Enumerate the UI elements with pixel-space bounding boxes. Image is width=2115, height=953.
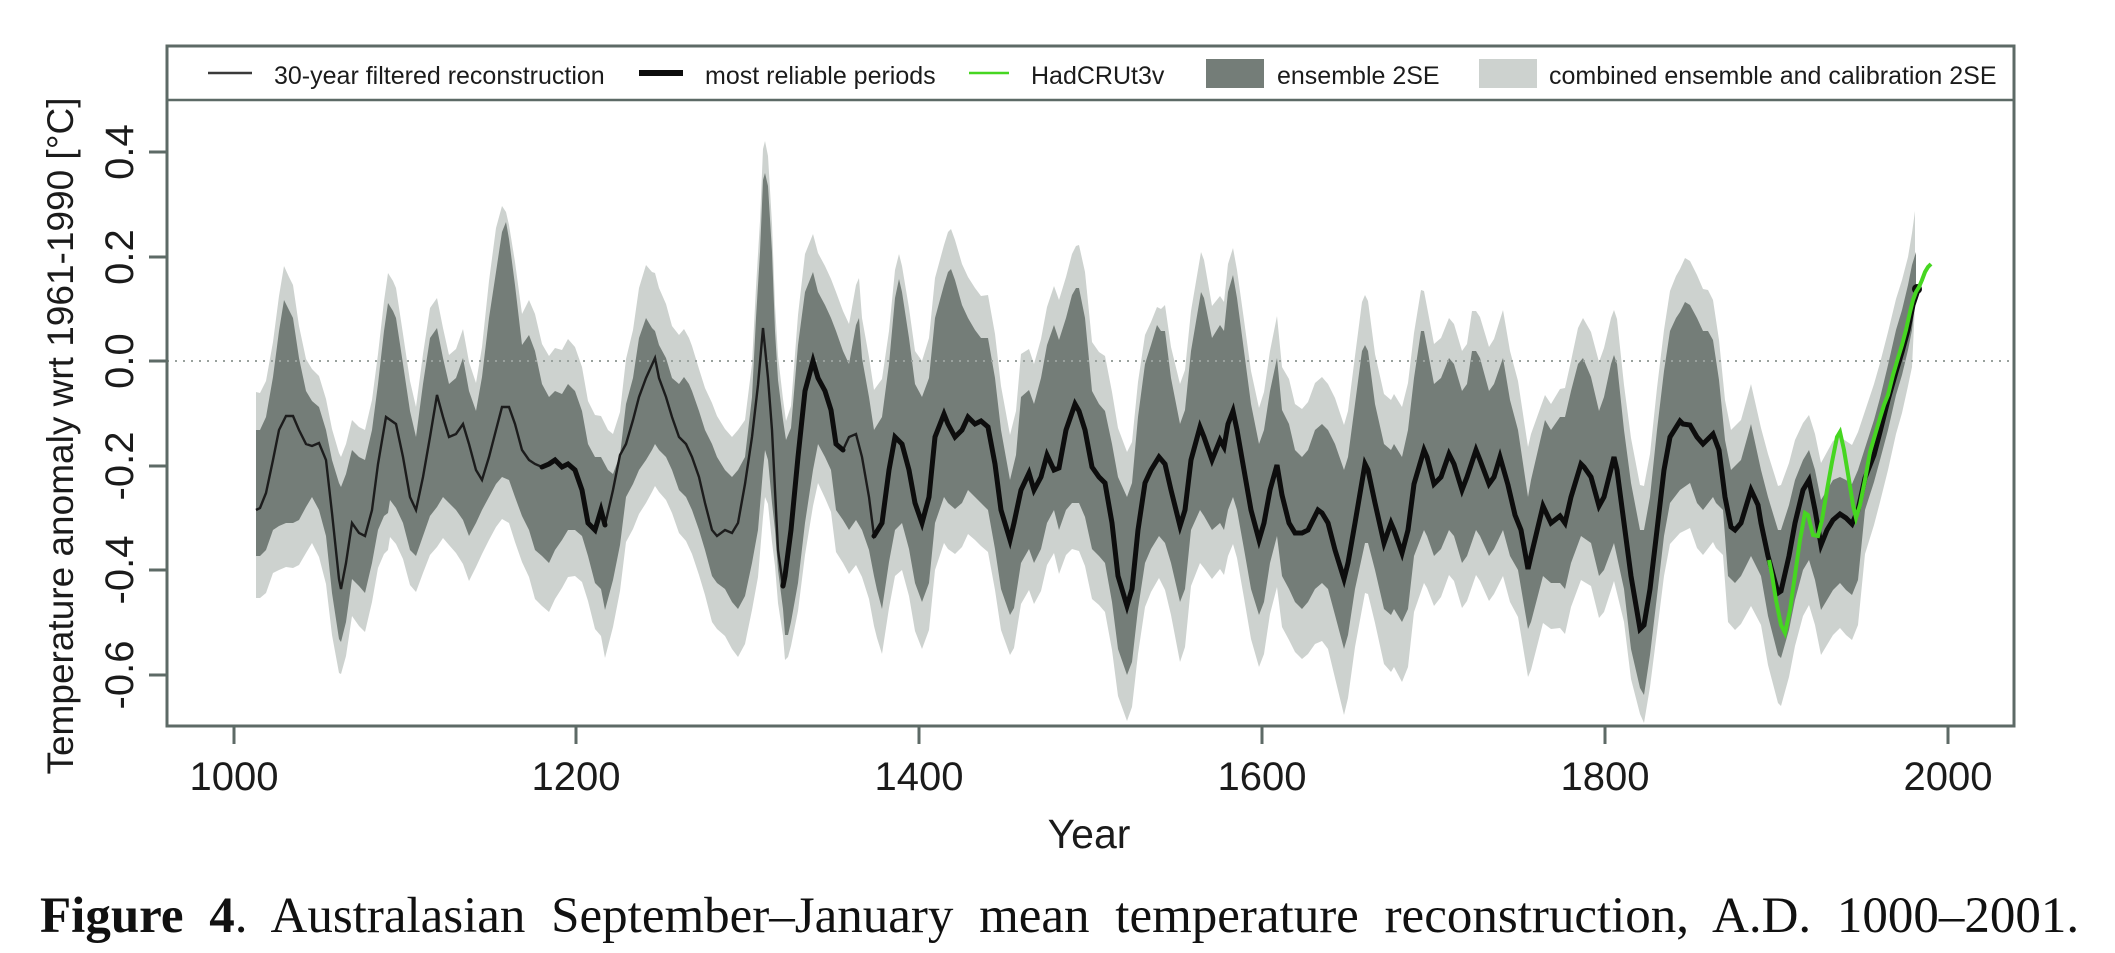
svg-text:most reliable periods: most reliable periods [705, 62, 936, 90]
svg-text:0.4: 0.4 [98, 124, 142, 180]
svg-text:2000: 2000 [1904, 755, 1993, 799]
svg-text:HadCRUt3v: HadCRUt3v [1031, 62, 1165, 90]
svg-text:1800: 1800 [1561, 755, 1650, 799]
svg-text:Figure 4. Australasian Septemb: Figure 4. Australasian September–January… [40, 888, 2079, 944]
svg-text:1600: 1600 [1218, 755, 1307, 799]
svg-text:1200: 1200 [532, 755, 621, 799]
svg-text:0.2: 0.2 [98, 229, 142, 285]
svg-text:1400: 1400 [875, 755, 964, 799]
svg-text:combined ensemble and calibrat: combined ensemble and calibration 2SE [1549, 62, 1997, 90]
svg-text:Year: Year [1048, 811, 1131, 857]
svg-text:Temperature anomaly wrt 1961-1: Temperature anomaly wrt 1961-1990 [°C] [40, 97, 81, 774]
svg-text:-0.2: -0.2 [98, 432, 142, 501]
svg-text:-0.4: -0.4 [98, 536, 142, 605]
svg-text:ensemble 2SE: ensemble 2SE [1277, 62, 1440, 90]
svg-text:30-year filtered reconstructio: 30-year filtered reconstruction [274, 62, 605, 90]
svg-text:1000: 1000 [190, 755, 279, 799]
svg-text:0.0: 0.0 [98, 333, 142, 389]
svg-text:-0.6: -0.6 [98, 641, 142, 710]
